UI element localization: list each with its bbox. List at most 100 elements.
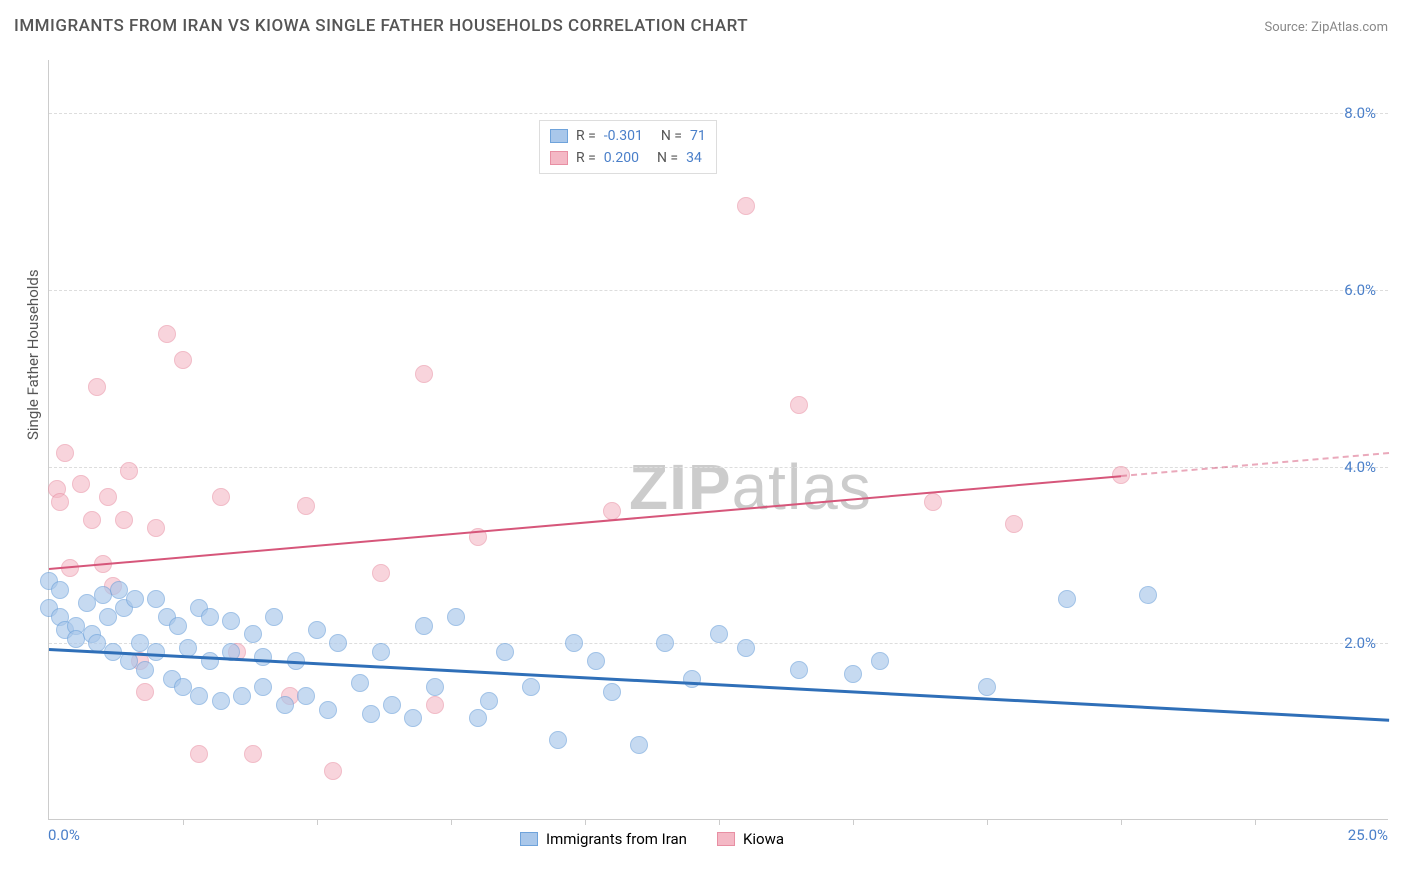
iran-point — [565, 634, 583, 652]
iran-point — [169, 617, 187, 635]
kiowa-point — [603, 502, 621, 520]
iran-point — [244, 625, 262, 643]
iran-point — [404, 709, 422, 727]
iran-point — [683, 670, 701, 688]
kiowa-point — [426, 696, 444, 714]
iran-point — [844, 665, 862, 683]
legend-stats-kiowa: R = 0.200 N = 34 — [550, 147, 706, 169]
kiowa-point — [120, 462, 138, 480]
legend-swatch-iran — [520, 832, 538, 846]
iran-point — [201, 608, 219, 626]
watermark: ZIPatlas — [629, 450, 872, 524]
iran-point — [871, 652, 889, 670]
iran-point — [254, 678, 272, 696]
kiowa-point — [83, 511, 101, 529]
legend-swatch-kiowa — [550, 151, 568, 165]
iran-point — [656, 634, 674, 652]
x-tick — [1121, 819, 1122, 825]
iran-point — [179, 639, 197, 657]
iran-trendline — [49, 648, 1389, 721]
kiowa-point — [72, 475, 90, 493]
x-tick — [585, 819, 586, 825]
y-tick-label: 2.0% — [1344, 634, 1376, 652]
kiowa-trendline — [49, 475, 1121, 570]
iran-point — [265, 608, 283, 626]
iran-point — [480, 692, 498, 710]
legend-label-iran: Immigrants from Iran — [546, 830, 687, 848]
iran-point — [51, 581, 69, 599]
kiowa-point — [190, 745, 208, 763]
legend-item-kiowa: Kiowa — [717, 830, 784, 848]
x-tick — [719, 819, 720, 825]
kiowa-point — [244, 745, 262, 763]
iran-point — [978, 678, 996, 696]
iran-point — [587, 652, 605, 670]
iran-point — [447, 608, 465, 626]
iran-point — [222, 612, 240, 630]
iran-point — [308, 621, 326, 639]
kiowa-point — [924, 493, 942, 511]
kiowa-point — [147, 519, 165, 537]
kiowa-point — [790, 396, 808, 414]
iran-point — [147, 590, 165, 608]
iran-point — [212, 692, 230, 710]
iran-point — [254, 648, 272, 666]
x-tick — [1255, 819, 1256, 825]
iran-point — [201, 652, 219, 670]
kiowa-point — [158, 325, 176, 343]
iran-point — [383, 696, 401, 714]
kiowa-point — [737, 197, 755, 215]
iran-point — [351, 674, 369, 692]
chart-title: IMMIGRANTS FROM IRAN VS KIOWA SINGLE FAT… — [14, 16, 748, 36]
x-tick — [317, 819, 318, 825]
x-tick — [451, 819, 452, 825]
iran-point — [276, 696, 294, 714]
iran-point — [319, 701, 337, 719]
iran-point — [190, 687, 208, 705]
iran-point — [362, 705, 380, 723]
kiowa-point — [415, 365, 433, 383]
x-tick — [853, 819, 854, 825]
y-tick-label: 6.0% — [1344, 281, 1376, 299]
iran-point — [372, 643, 390, 661]
y-axis-label: Single Father Households — [24, 269, 42, 440]
x-tick — [183, 819, 184, 825]
x-axis-max-label: 25.0% — [1348, 826, 1388, 844]
iran-point — [469, 709, 487, 727]
legend-stats: R = -0.301 N = 71 R = 0.200 N = 34 — [539, 120, 717, 174]
iran-point — [1139, 586, 1157, 604]
iran-point — [233, 687, 251, 705]
y-tick-label: 8.0% — [1344, 104, 1376, 122]
kiowa-point — [372, 564, 390, 582]
iran-point — [415, 617, 433, 635]
kiowa-point — [1005, 515, 1023, 533]
iran-point — [710, 625, 728, 643]
x-axis-min-label: 0.0% — [48, 826, 80, 844]
y-tick-label: 4.0% — [1344, 458, 1376, 476]
legend-label-kiowa: Kiowa — [743, 830, 784, 848]
iran-point — [1058, 590, 1076, 608]
iran-point — [426, 678, 444, 696]
legend-swatch-iran — [550, 129, 568, 143]
legend-series: Immigrants from Iran Kiowa — [520, 830, 784, 848]
kiowa-point — [297, 497, 315, 515]
gridline-h — [49, 290, 1388, 291]
source-label: Source: ZipAtlas.com — [1264, 20, 1388, 35]
gridline-h — [49, 113, 1388, 114]
iran-point — [329, 634, 347, 652]
legend-item-iran: Immigrants from Iran — [520, 830, 687, 848]
iran-point — [147, 643, 165, 661]
kiowa-point — [115, 511, 133, 529]
iran-point — [297, 687, 315, 705]
iran-point — [496, 643, 514, 661]
legend-swatch-kiowa — [717, 832, 735, 846]
iran-point — [549, 731, 567, 749]
iran-point — [630, 736, 648, 754]
legend-stats-iran: R = -0.301 N = 71 — [550, 125, 706, 147]
kiowa-point — [56, 444, 74, 462]
plot-area: ZIPatlas R = -0.301 N = 71 R = 0.200 N =… — [48, 60, 1388, 820]
kiowa-point — [174, 351, 192, 369]
x-tick — [987, 819, 988, 825]
iran-point — [136, 661, 154, 679]
kiowa-point — [88, 378, 106, 396]
